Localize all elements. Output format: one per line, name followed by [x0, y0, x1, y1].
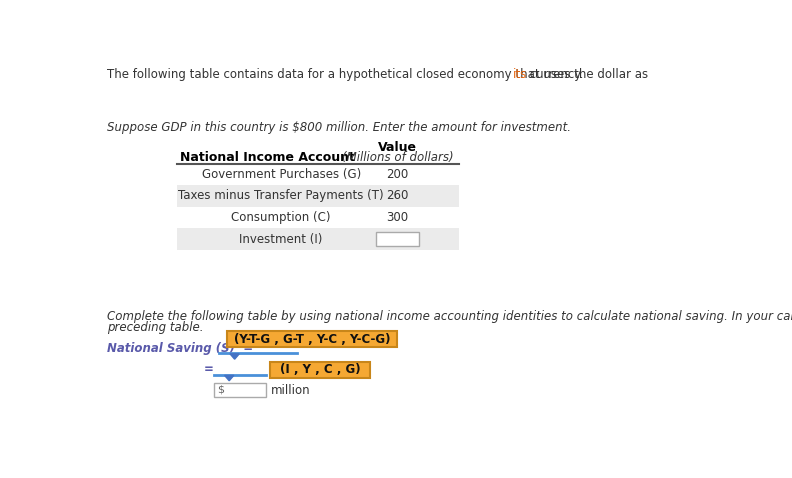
Text: million: million: [271, 383, 310, 396]
Text: Investment (I): Investment (I): [239, 233, 323, 246]
Text: (Y-T-G , G-T , Y-C , Y-C-G): (Y-T-G , G-T , Y-C , Y-C-G): [234, 333, 390, 346]
Bar: [177, 228, 459, 250]
Text: =: =: [204, 363, 214, 377]
Polygon shape: [230, 354, 239, 359]
FancyBboxPatch shape: [227, 331, 398, 347]
Text: National Saving (S)  =: National Saving (S) =: [107, 342, 253, 355]
Text: its: its: [513, 68, 527, 81]
Text: 200: 200: [386, 168, 409, 181]
Text: currency.: currency.: [526, 68, 584, 81]
Text: Complete the following table by using national income accounting identities to c: Complete the following table by using na…: [107, 310, 792, 323]
Text: Taxes minus Transfer Payments (T): Taxes minus Transfer Payments (T): [178, 189, 384, 203]
Text: National Income Account: National Income Account: [181, 152, 356, 164]
Text: Consumption (C): Consumption (C): [231, 211, 331, 224]
Polygon shape: [225, 375, 234, 381]
FancyBboxPatch shape: [269, 362, 370, 378]
Text: (I , Y , C , G): (I , Y , C , G): [280, 363, 360, 377]
Bar: [214, 383, 266, 397]
Text: Value: Value: [378, 141, 417, 153]
Bar: [376, 232, 419, 246]
Text: 260: 260: [386, 189, 409, 203]
Text: 300: 300: [386, 211, 409, 224]
Bar: [177, 207, 459, 228]
Text: Suppose GDP in this country is $800 million. Enter the amount for investment.: Suppose GDP in this country is $800 mill…: [107, 121, 571, 134]
Text: (Millions of dollars): (Millions of dollars): [341, 152, 453, 164]
Text: preceding table.: preceding table.: [107, 322, 204, 335]
Bar: [177, 163, 459, 185]
Bar: [177, 185, 459, 207]
Text: Government Purchases (G): Government Purchases (G): [201, 168, 360, 181]
Text: The following table contains data for a hypothetical closed economy that uses th: The following table contains data for a …: [107, 68, 652, 81]
Text: $: $: [217, 385, 224, 395]
